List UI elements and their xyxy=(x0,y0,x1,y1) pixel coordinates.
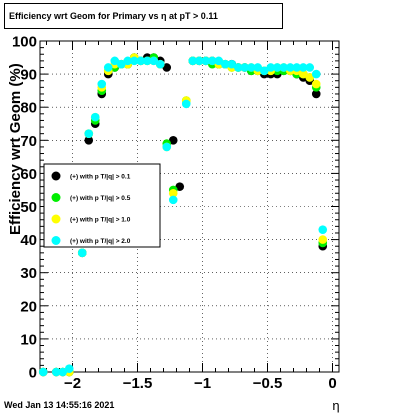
data-point xyxy=(136,56,146,66)
legend-marker xyxy=(51,236,61,245)
legend-label: (+) with p T/|q| > 1.0 xyxy=(70,217,131,224)
data-point xyxy=(272,63,282,72)
legend-marker xyxy=(51,214,61,224)
data-point xyxy=(116,59,126,69)
data-point xyxy=(155,59,165,69)
x-axis-label: η xyxy=(332,398,339,413)
data-point xyxy=(311,79,321,89)
data-point xyxy=(142,56,152,66)
legend-label: (+) with p T/|q| > 0.1 xyxy=(70,174,131,181)
data-point xyxy=(181,99,191,109)
data-point xyxy=(311,89,321,99)
timestamp: Wed Jan 13 14:55:16 2021 xyxy=(4,400,115,410)
y-tick-label: 10 xyxy=(20,331,37,348)
data-point xyxy=(84,136,94,145)
y-tick-label: 60 xyxy=(20,166,37,183)
y-tick-label: 70 xyxy=(20,133,37,150)
data-point xyxy=(233,63,243,72)
data-point xyxy=(84,129,94,138)
y-tick-label: 90 xyxy=(20,67,37,84)
data-point xyxy=(214,56,224,66)
legend-label: (+) with p T/|q| > 2.0 xyxy=(70,238,131,245)
data-point xyxy=(58,367,68,377)
legend-box xyxy=(43,163,161,248)
y-tick-label: 50 xyxy=(20,199,37,216)
legend: (+) with p T/|q| > 0.1 (+) with p T/|q| >… xyxy=(43,163,161,248)
data-point xyxy=(305,73,315,82)
data-point xyxy=(110,56,120,66)
data-point xyxy=(97,79,107,89)
data-point xyxy=(311,69,321,79)
data-point xyxy=(292,63,302,72)
data-point xyxy=(240,63,250,72)
data-point xyxy=(220,59,230,69)
y-tick-label: 0 xyxy=(29,365,37,382)
data-point xyxy=(318,235,328,244)
data-point xyxy=(123,56,133,66)
data-point xyxy=(168,188,178,198)
data-point xyxy=(129,56,139,66)
data-point xyxy=(103,63,113,72)
data-point xyxy=(77,248,87,258)
legend-marker xyxy=(51,171,61,181)
y-tick-labels: 0 10 20 30 40 50 60 70 80 90 100 xyxy=(12,34,37,382)
data-point xyxy=(266,63,276,72)
data-point xyxy=(318,225,328,234)
x-tick-labels: −2 −1.5 −1 −0.5 0 xyxy=(64,375,337,392)
x-tick-label: −1.5 xyxy=(123,375,153,392)
data-point xyxy=(168,136,178,145)
x-tick-label: −2 xyxy=(64,375,81,392)
data-point xyxy=(149,56,159,66)
data-point xyxy=(188,56,198,66)
y-tick-label: 80 xyxy=(20,100,37,117)
data-point xyxy=(194,56,204,66)
data-point xyxy=(298,63,308,72)
data-point xyxy=(38,367,48,377)
y-tick-label: 30 xyxy=(20,265,37,282)
data-point xyxy=(51,367,61,377)
data-point xyxy=(201,56,211,66)
data-point xyxy=(162,63,172,72)
x-tick-label: −0.5 xyxy=(253,375,283,392)
y-tick-label: 20 xyxy=(20,298,37,315)
data-point xyxy=(175,182,185,191)
data-point xyxy=(305,63,315,72)
data-point xyxy=(259,66,269,76)
data-point xyxy=(64,364,74,373)
data-point xyxy=(90,112,100,122)
data-point xyxy=(246,63,256,72)
legend-label: (+) with p T/|q| > 0.5 xyxy=(70,195,131,202)
data-point xyxy=(279,63,289,72)
x-tick-label: 0 xyxy=(328,375,336,392)
data-points xyxy=(38,53,328,377)
y-tick-label: 40 xyxy=(20,232,37,249)
legend-marker xyxy=(51,193,61,202)
data-point xyxy=(207,56,217,66)
data-point xyxy=(168,195,178,205)
y-axis-label: Efficiency wrt Geom (%) xyxy=(7,63,24,235)
data-point xyxy=(253,63,263,72)
x-tick-label: −1 xyxy=(194,375,211,392)
data-point xyxy=(285,63,295,72)
y-tick-label: 100 xyxy=(12,34,37,51)
chart-title: Efficiency wrt Geom for Primary vs η at … xyxy=(4,3,283,29)
data-point xyxy=(227,59,237,69)
axis-ticks xyxy=(40,40,339,373)
data-point xyxy=(298,69,308,79)
data-point xyxy=(162,142,172,152)
